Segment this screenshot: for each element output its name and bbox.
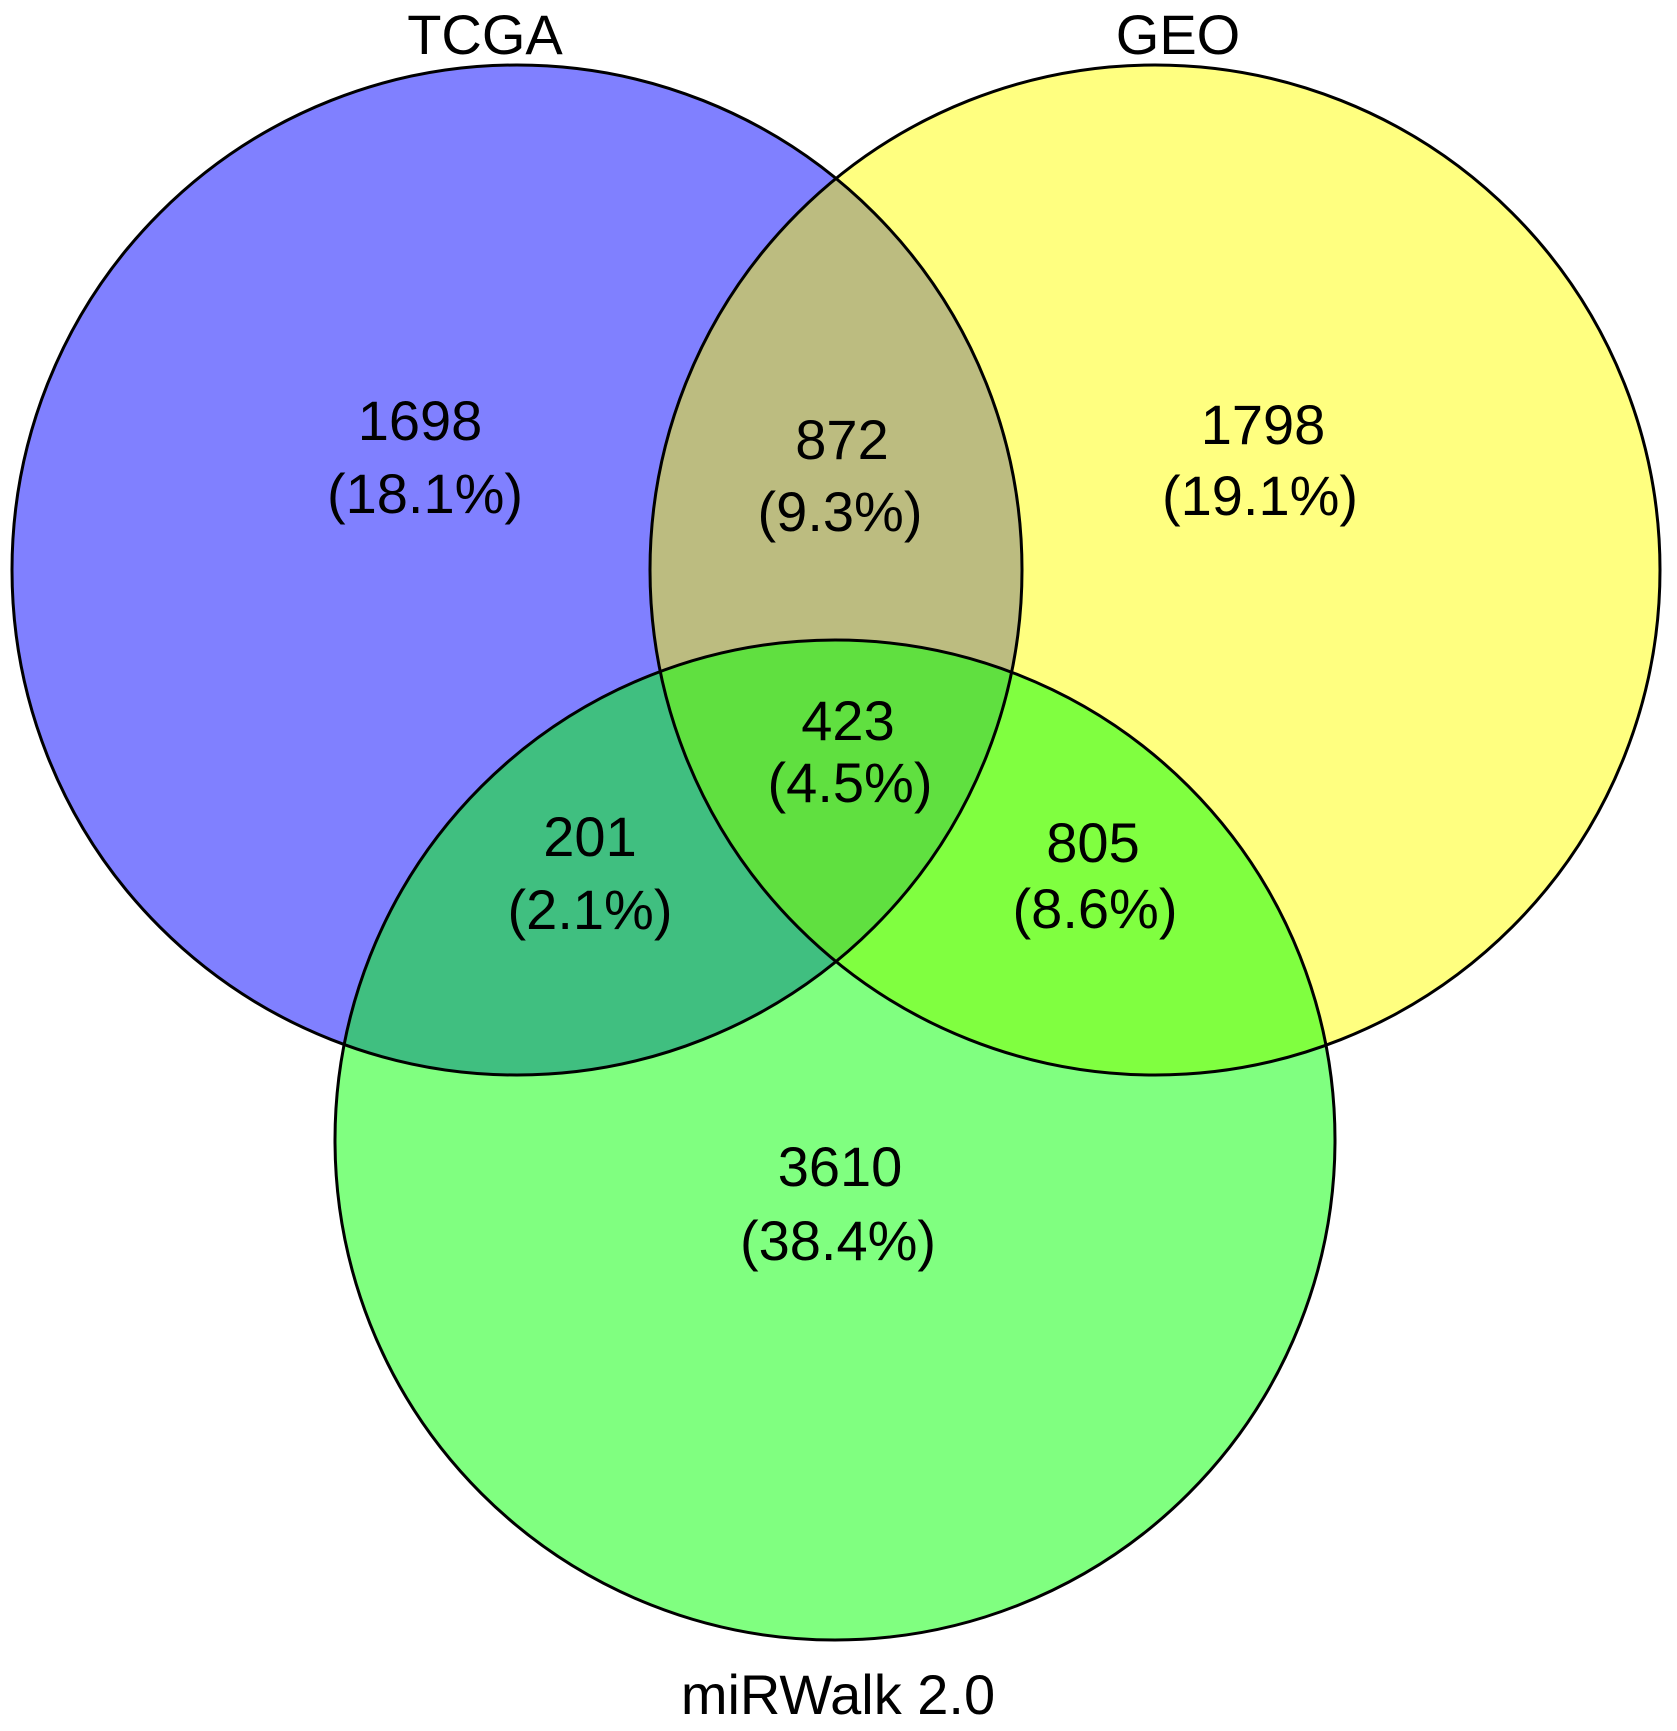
geo-mirwalk-count: 805 xyxy=(1046,811,1139,874)
tcga-mirwalk-count: 201 xyxy=(543,805,636,868)
tcga-outline xyxy=(10,63,1024,1077)
all-three-count: 423 xyxy=(801,689,894,752)
geo-mirwalk-overlap xyxy=(650,640,1335,1075)
mirwalk-only-count: 3610 xyxy=(778,1135,903,1198)
mirwalk-label: miRWalk 2.0 xyxy=(681,1663,995,1726)
tcga-only-percent: (18.1%) xyxy=(327,462,523,525)
mirwalk-only-percent: (38.4%) xyxy=(740,1209,936,1272)
tcga-only-count: 1698 xyxy=(358,389,483,452)
tcga-geo-percent: (9.3%) xyxy=(758,480,923,543)
tcga-geo-count: 872 xyxy=(795,408,888,471)
geo-outline xyxy=(648,63,1662,1077)
tcga-mirwalk-percent: (2.1%) xyxy=(508,878,673,941)
geo-mirwalk-percent: (8.6%) xyxy=(1013,877,1178,940)
tcga-label: TCGA xyxy=(407,3,563,66)
mirwalk-outline xyxy=(333,638,1337,1642)
geo-only-count: 1798 xyxy=(1201,393,1326,456)
geo-label: GEO xyxy=(1116,3,1240,66)
geo-only-percent: (19.1%) xyxy=(1162,464,1358,527)
tcga-mirwalk-overlap xyxy=(335,640,1022,1075)
all-three-percent: (4.5%) xyxy=(768,751,933,814)
